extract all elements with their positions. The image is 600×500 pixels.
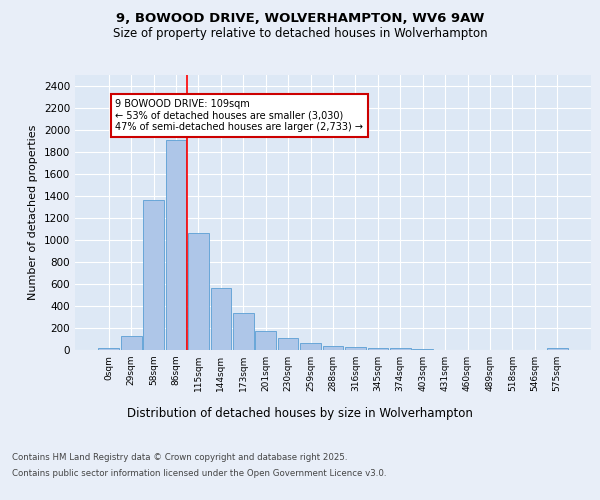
Y-axis label: Number of detached properties: Number of detached properties (28, 125, 38, 300)
Bar (256, 332, 276, 350)
Bar (188, 234, 209, 350)
Bar (98, 348, 119, 350)
Bar (211, 288, 231, 350)
Bar (166, 140, 187, 350)
Text: Size of property relative to detached houses in Wolverhampton: Size of property relative to detached ho… (113, 28, 487, 40)
Bar (368, 348, 388, 350)
Bar (121, 336, 142, 350)
Text: 9, BOWOOD DRIVE, WOLVERHAMPTON, WV6 9AW: 9, BOWOOD DRIVE, WOLVERHAMPTON, WV6 9AW (116, 12, 484, 26)
Bar (323, 346, 343, 350)
Text: Distribution of detached houses by size in Wolverhampton: Distribution of detached houses by size … (127, 408, 473, 420)
Text: 9 BOWOOD DRIVE: 109sqm
← 53% of detached houses are smaller (3,030)
47% of semi-: 9 BOWOOD DRIVE: 109sqm ← 53% of detached… (115, 99, 364, 132)
Text: Contains HM Land Registry data © Crown copyright and database right 2025.: Contains HM Land Registry data © Crown c… (12, 454, 347, 462)
Bar (300, 344, 321, 350)
Bar (143, 200, 164, 350)
Bar (345, 347, 366, 350)
Text: Contains public sector information licensed under the Open Government Licence v3: Contains public sector information licen… (12, 468, 386, 477)
Bar (390, 348, 410, 350)
Bar (547, 348, 568, 350)
Bar (233, 313, 254, 350)
Bar (278, 338, 298, 350)
